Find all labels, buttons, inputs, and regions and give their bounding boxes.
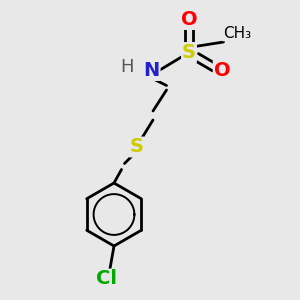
Text: O: O (214, 61, 230, 80)
Text: S: S (130, 137, 143, 157)
Text: CH₃: CH₃ (223, 26, 251, 40)
Text: O: O (181, 10, 197, 29)
Text: S: S (182, 43, 196, 62)
Text: N: N (143, 61, 160, 80)
Text: H: H (121, 58, 134, 76)
Text: Cl: Cl (96, 269, 117, 289)
